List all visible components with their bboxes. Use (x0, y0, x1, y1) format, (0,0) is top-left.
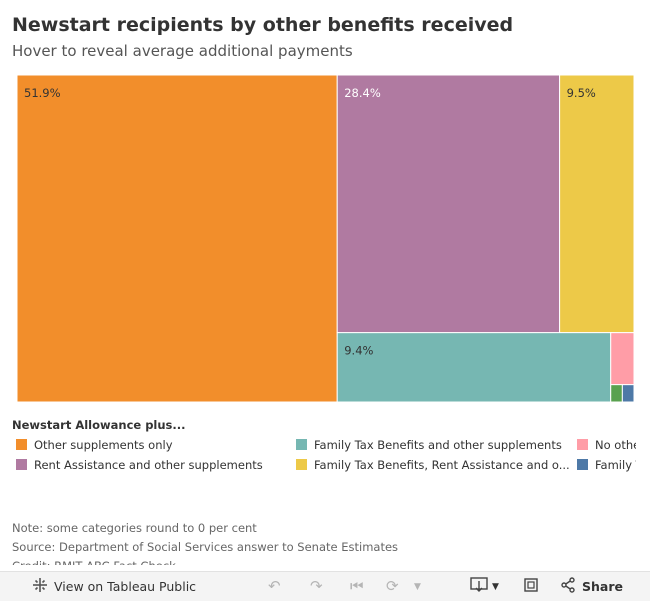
legend-item[interactable]: Family Tax Benefits, Rent Assistance and… (296, 458, 570, 474)
legend-swatch (296, 439, 307, 450)
tableau-logo-icon (32, 577, 48, 596)
treemap-tile-no-othe[interactable] (610, 332, 635, 386)
revert-button[interactable]: ⏮ (350, 572, 364, 601)
share-icon (560, 577, 576, 596)
redo-button[interactable]: ↷ (310, 572, 323, 601)
view-on-tableau-public-label: View on Tableau Public (54, 579, 197, 594)
undo-button[interactable]: ↶ (268, 572, 281, 601)
legend-swatch (296, 459, 307, 470)
chevron-down-icon: ▼ (492, 581, 499, 592)
share-label: Share (582, 579, 623, 594)
undo-icon: ↶ (268, 577, 281, 595)
source-line: Source: Department of Social Services an… (12, 540, 399, 554)
treemap-tile-family-tax-benefits-rent-assistance-and-o[interactable] (559, 74, 635, 334)
legend-item[interactable]: Family T (577, 458, 636, 474)
fullscreen-button[interactable] (523, 572, 539, 601)
legend-label: No othe (595, 438, 636, 452)
legend-swatch (16, 459, 27, 470)
treemap-chart: 51.9% 28.4% 9.5% 9.4% (16, 74, 635, 403)
legend-item[interactable]: Family Tax Benefits and other supplement… (296, 438, 562, 454)
view-on-tableau-public-button[interactable]: View on Tableau Public (32, 572, 196, 601)
treemap-data-label: 9.5% (567, 86, 596, 100)
legend-item[interactable]: No othe (577, 438, 636, 454)
legend-item[interactable]: Rent Assistance and other supplements (16, 458, 263, 474)
legend-label: Rent Assistance and other supplements (34, 458, 263, 472)
download-button[interactable]: ▼ (470, 572, 499, 601)
treemap-data-label: 28.4% (344, 86, 381, 100)
legend-label: Family T (595, 458, 636, 472)
credit-line: Credit: RMIT ABC Fact Check (12, 557, 612, 565)
treemap-tile-family-tax-benefits-and-other-supplements[interactable] (336, 332, 612, 403)
treemap-data-label: 51.9% (24, 86, 61, 100)
footer-toolbar: View on Tableau Public ↶ ↷ ⏮ ⟳ ▼ ▼ Share (0, 571, 650, 601)
legend-item[interactable]: Other supplements only (16, 438, 173, 454)
fullscreen-icon (523, 577, 539, 596)
legend-swatch (577, 439, 588, 450)
note-line: Note: some categories round to 0 per cen… (12, 521, 257, 535)
legend: Other supplements only Rent Assistance an… (0, 430, 636, 480)
legend-label: Family Tax Benefits and other supplement… (314, 438, 562, 452)
legend-swatch (577, 459, 588, 470)
refresh-icon: ⟳ (386, 577, 399, 595)
chart-subtitle: Hover to reveal average additional payme… (12, 42, 353, 60)
treemap-tile-other-supplements-only[interactable] (16, 74, 338, 403)
revert-icon: ⏮ (350, 577, 364, 595)
treemap-tile-family-t[interactable] (621, 384, 635, 403)
legend-swatch (16, 439, 27, 450)
download-icon (470, 577, 488, 596)
notes: Note: some categories round to 0 per cen… (12, 519, 612, 565)
chevron-down-icon: ▼ (414, 581, 421, 592)
treemap-tile-unlabelled-5[interactable] (610, 384, 623, 403)
treemap-data-label: 9.4% (344, 344, 373, 358)
refresh-dropdown-button[interactable]: ▼ (414, 572, 421, 601)
refresh-button[interactable]: ⟳ (386, 572, 399, 601)
redo-icon: ↷ (310, 577, 323, 595)
legend-label: Other supplements only (34, 438, 173, 452)
treemap-tile-rent-assistance-and-other-supplements[interactable] (336, 74, 561, 334)
legend-label: Family Tax Benefits, Rent Assistance and… (314, 458, 570, 472)
chart-title: Newstart recipients by other benefits re… (12, 14, 514, 36)
share-button[interactable]: Share (560, 572, 623, 601)
legend-title: Newstart Allowance plus... (12, 418, 186, 432)
